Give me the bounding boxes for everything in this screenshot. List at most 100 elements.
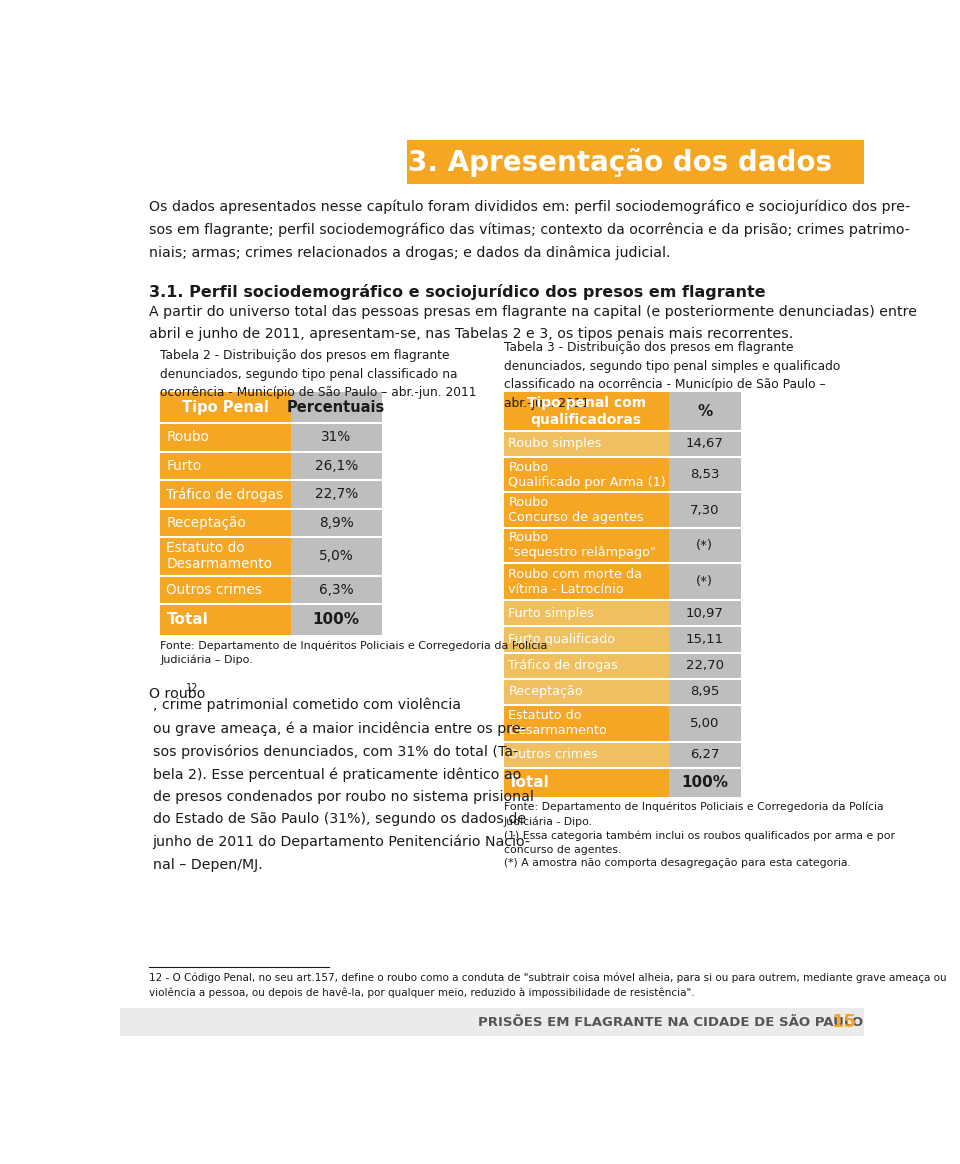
Text: Fonte: Departamento de Inquéritos Policiais e Corregedoria da Polícia
Judiciária: Fonte: Departamento de Inquéritos Polici… (504, 802, 895, 868)
Text: Tabela 2 - Distribuição dos presos em flagrante
denunciados, segundo tipo penal : Tabela 2 - Distribuição dos presos em fl… (160, 349, 477, 399)
Text: O roubo: O roubo (150, 687, 205, 701)
FancyBboxPatch shape (291, 509, 382, 537)
Text: 14,67: 14,67 (685, 438, 724, 450)
FancyBboxPatch shape (669, 768, 741, 797)
Text: 7,30: 7,30 (690, 504, 719, 517)
FancyBboxPatch shape (160, 509, 291, 537)
FancyBboxPatch shape (504, 563, 669, 601)
FancyBboxPatch shape (504, 431, 669, 457)
Text: 100%: 100% (313, 612, 360, 627)
FancyBboxPatch shape (504, 741, 669, 768)
FancyBboxPatch shape (669, 492, 741, 527)
FancyBboxPatch shape (504, 392, 669, 431)
Text: Tráfico de drogas: Tráfico de drogas (166, 487, 283, 502)
FancyBboxPatch shape (291, 575, 382, 604)
Text: Tipo Penal: Tipo Penal (182, 400, 269, 416)
Text: PRISÕES EM FLAGRANTE NA CIDADE DE SÃO PAULO: PRISÕES EM FLAGRANTE NA CIDADE DE SÃO PA… (478, 1016, 863, 1029)
Text: 15,11: 15,11 (685, 633, 724, 646)
FancyBboxPatch shape (504, 601, 669, 626)
FancyBboxPatch shape (407, 140, 864, 184)
FancyBboxPatch shape (160, 452, 291, 480)
Text: Total: Total (166, 612, 208, 627)
FancyBboxPatch shape (291, 537, 382, 575)
FancyBboxPatch shape (669, 705, 741, 741)
Text: 8,53: 8,53 (690, 468, 719, 481)
Text: 22,7%: 22,7% (315, 488, 358, 502)
FancyBboxPatch shape (669, 653, 741, 679)
FancyBboxPatch shape (291, 423, 382, 452)
FancyBboxPatch shape (160, 537, 291, 575)
Text: (*): (*) (696, 539, 713, 552)
Text: Outros crimes: Outros crimes (508, 748, 598, 761)
Text: 5,00: 5,00 (690, 717, 719, 730)
Text: Roubo
Qualificado por Arma (1): Roubo Qualificado por Arma (1) (508, 461, 666, 489)
Text: Estatuto do
Desarmamento: Estatuto do Desarmamento (166, 541, 273, 572)
FancyBboxPatch shape (504, 626, 669, 653)
Text: Tráfico de drogas: Tráfico de drogas (508, 659, 618, 672)
Text: 15: 15 (832, 1013, 857, 1031)
Text: , crime patrimonial cometido com violência
ou grave ameaça, é a maior incidência: , crime patrimonial cometido com violênc… (153, 698, 534, 872)
Text: 5,0%: 5,0% (319, 549, 353, 563)
FancyBboxPatch shape (669, 601, 741, 626)
Text: %: % (697, 404, 712, 419)
Text: 10,97: 10,97 (685, 606, 724, 619)
FancyBboxPatch shape (504, 527, 669, 563)
Text: Percentuais: Percentuais (287, 400, 385, 416)
Text: 12: 12 (186, 683, 199, 694)
FancyBboxPatch shape (504, 768, 669, 797)
FancyBboxPatch shape (160, 575, 291, 604)
FancyBboxPatch shape (504, 492, 669, 527)
Text: Total: Total (508, 775, 550, 790)
FancyBboxPatch shape (291, 452, 382, 480)
FancyBboxPatch shape (504, 679, 669, 705)
Text: (*): (*) (696, 575, 713, 588)
Text: 8,9%: 8,9% (319, 516, 353, 530)
Text: 6,3%: 6,3% (319, 583, 353, 597)
Text: Fonte: Departamento de Inquéritos Policiais e Corregedoria da Polícia
Judiciária: Fonte: Departamento de Inquéritos Polici… (160, 640, 547, 666)
FancyBboxPatch shape (504, 705, 669, 741)
Text: Roubo: Roubo (166, 431, 209, 445)
FancyBboxPatch shape (669, 563, 741, 601)
FancyBboxPatch shape (669, 626, 741, 653)
Text: 12 - O Código Penal, no seu art.157, define o roubo como a conduta de "subtrair : 12 - O Código Penal, no seu art.157, def… (150, 973, 948, 998)
FancyBboxPatch shape (291, 604, 382, 634)
FancyBboxPatch shape (669, 527, 741, 563)
Text: Furto: Furto (166, 459, 202, 473)
Text: 6,27: 6,27 (690, 748, 719, 761)
Text: 26,1%: 26,1% (315, 459, 358, 473)
FancyBboxPatch shape (291, 392, 382, 423)
Text: A partir do universo total das pessoas presas em flagrante na capital (e posteri: A partir do universo total das pessoas p… (150, 305, 918, 341)
Text: Furto qualificado: Furto qualificado (508, 633, 615, 646)
FancyBboxPatch shape (160, 423, 291, 452)
Text: Tabela 3 - Distribuição dos presos em flagrante
denunciados, segundo tipo penal : Tabela 3 - Distribuição dos presos em fl… (504, 341, 840, 410)
Text: Roubo
Concurso de agentes: Roubo Concurso de agentes (508, 496, 644, 524)
Text: Roubo com morte da
vítima - Latrocínio: Roubo com morte da vítima - Latrocínio (508, 568, 642, 596)
Text: 3. Apresentação dos dados: 3. Apresentação dos dados (408, 148, 832, 177)
FancyBboxPatch shape (669, 457, 741, 492)
Text: Furto simples: Furto simples (508, 606, 594, 619)
FancyBboxPatch shape (160, 392, 291, 423)
Text: 100%: 100% (682, 775, 729, 790)
Text: Outros crimes: Outros crimes (166, 583, 262, 597)
Text: Roubo simples: Roubo simples (508, 438, 602, 450)
FancyBboxPatch shape (291, 480, 382, 509)
Text: Roubo
"sequestro relâmpago": Roubo "sequestro relâmpago" (508, 532, 656, 560)
Text: Tipo penal com
qualificadoras: Tipo penal com qualificadoras (527, 397, 646, 426)
FancyBboxPatch shape (669, 392, 741, 431)
FancyBboxPatch shape (669, 741, 741, 768)
FancyBboxPatch shape (669, 431, 741, 457)
FancyBboxPatch shape (120, 1008, 864, 1036)
Text: Os dados apresentados nesse capítulo foram divididos em: perfil sociodemográfico: Os dados apresentados nesse capítulo for… (150, 200, 911, 261)
FancyBboxPatch shape (504, 457, 669, 492)
Text: 3.1. Perfil sociodemográfico e sociojurídico dos presos em flagrante: 3.1. Perfil sociodemográfico e sociojurí… (150, 284, 766, 300)
Text: 31%: 31% (321, 431, 351, 445)
Text: 8,95: 8,95 (690, 686, 719, 698)
Text: 22,70: 22,70 (685, 659, 724, 672)
Text: Receptação: Receptação (508, 686, 583, 698)
FancyBboxPatch shape (160, 480, 291, 509)
FancyBboxPatch shape (160, 604, 291, 634)
Text: Estatuto do
Desarmamento: Estatuto do Desarmamento (508, 709, 607, 737)
FancyBboxPatch shape (669, 679, 741, 705)
Text: Receptação: Receptação (166, 516, 247, 530)
FancyBboxPatch shape (504, 653, 669, 679)
